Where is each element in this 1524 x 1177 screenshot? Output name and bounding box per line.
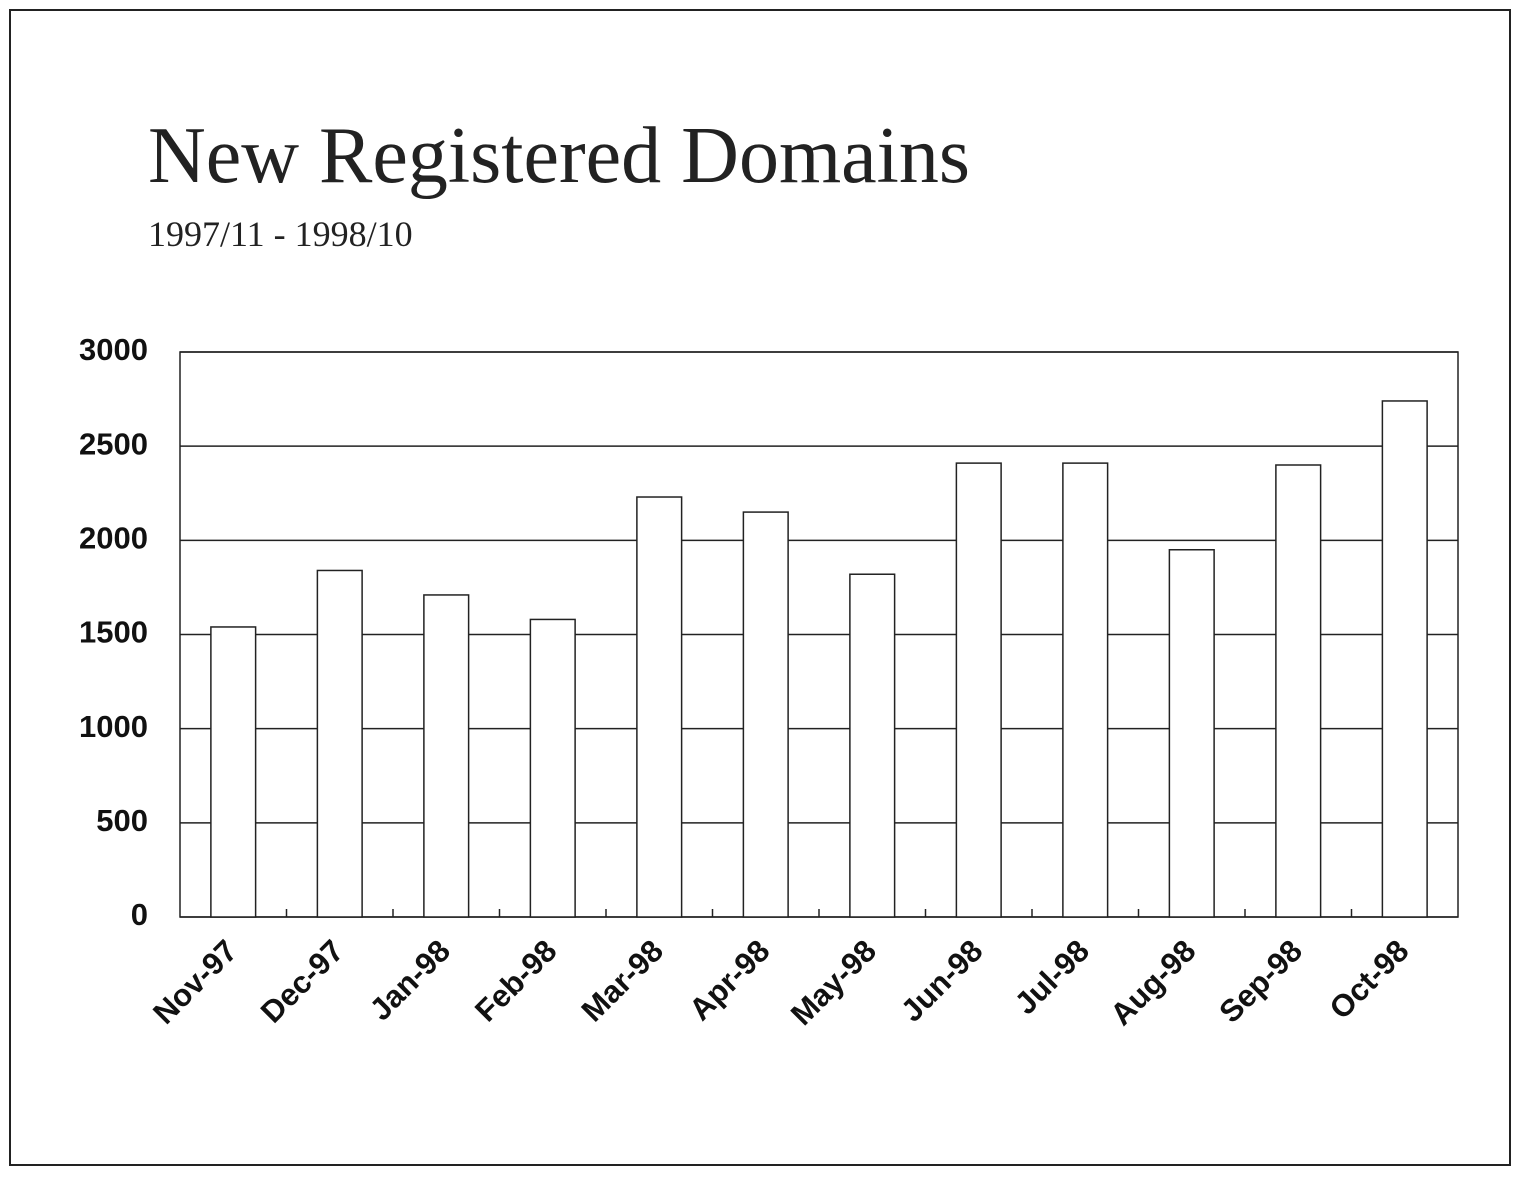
bar (742, 511, 789, 918)
chart-title: New Registered Domains (148, 112, 970, 200)
bar (849, 573, 896, 918)
chart-subtitle: 1997/11 - 1998/10 (148, 214, 413, 254)
bar (1168, 549, 1215, 918)
bar (636, 496, 683, 918)
bar (1062, 462, 1109, 918)
bar (529, 618, 576, 918)
bar (210, 626, 257, 918)
y-tick-label: 2000 (79, 521, 148, 556)
bar (1275, 464, 1322, 918)
y-tick-label: 0 (131, 897, 148, 932)
y-tick-label: 500 (96, 803, 148, 838)
bar (1381, 400, 1428, 918)
y-tick-label: 3000 (79, 332, 148, 367)
y-tick-label: 1000 (79, 709, 148, 744)
bar (423, 594, 470, 918)
y-tick-label: 2500 (79, 426, 148, 461)
bar (955, 462, 1002, 918)
y-tick-label: 1500 (79, 615, 148, 650)
bar (316, 569, 363, 918)
